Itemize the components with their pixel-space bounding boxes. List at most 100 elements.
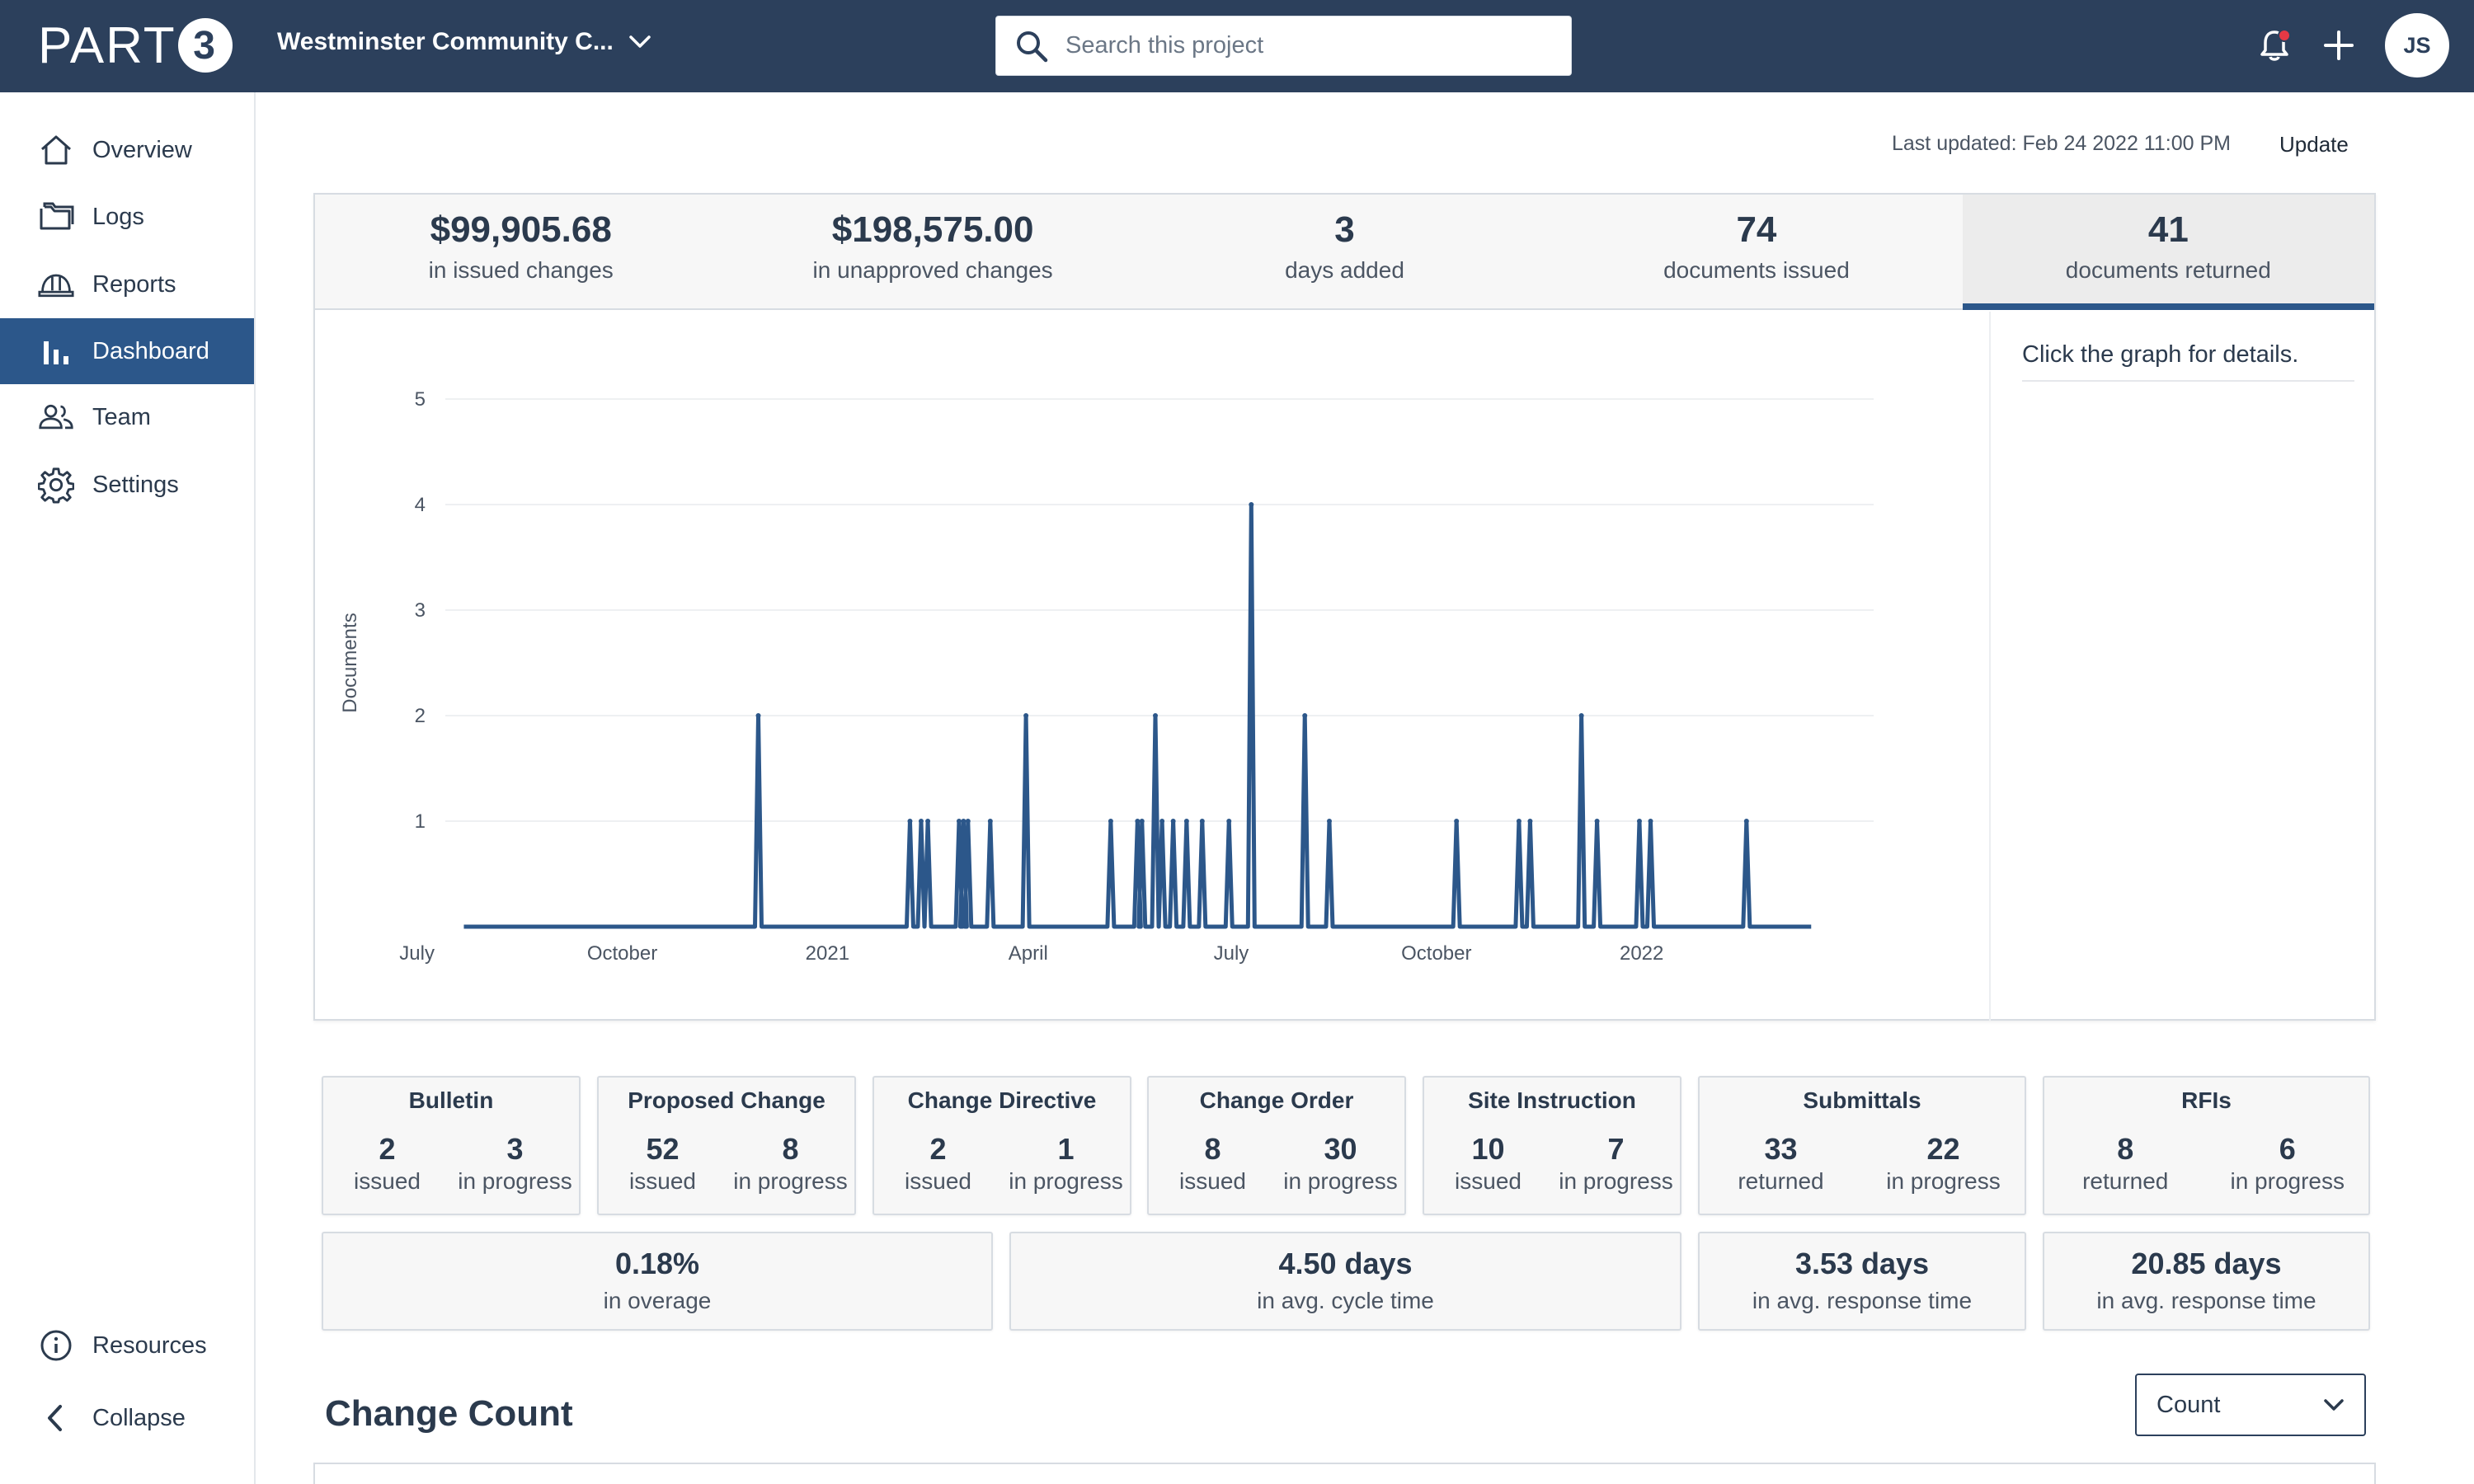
stat-card-site-instruction[interactable]: Site Instruction 10 issued 7 in progress bbox=[1423, 1076, 1681, 1215]
stat-card-change-order[interactable]: Change Order 8 issued 30 in progress bbox=[1147, 1076, 1406, 1215]
kpi-documents-issued[interactable]: 74 documents issued bbox=[1550, 195, 1962, 308]
cycle-time-card[interactable]: 4.50 days in avg. cycle time bbox=[1009, 1232, 1681, 1331]
sidebar: Overview Logs Reports Dashboard Team Set… bbox=[0, 92, 256, 1484]
data-point bbox=[1527, 819, 1533, 824]
kpi-value: 3 bbox=[1334, 209, 1355, 250]
kpi-unapproved-changes[interactable]: $198,575.00 in unapproved changes bbox=[727, 195, 1138, 308]
sidebar-item-label: Overview bbox=[92, 136, 192, 163]
card-title: Proposed Change bbox=[628, 1087, 825, 1113]
data-point bbox=[1153, 713, 1158, 718]
sidebar-item-settings[interactable]: Settings bbox=[0, 452, 254, 518]
sidebar-item-overview[interactable]: Overview bbox=[0, 117, 254, 183]
kpi-documents-returned[interactable]: 41 documents returned bbox=[1962, 195, 2375, 310]
section-title: Change Count bbox=[325, 1393, 573, 1434]
chart-svg[interactable]: 1 2 3 4 5 Documents July October 2021 April July Oc… bbox=[315, 312, 1964, 1019]
kpi-label: documents returned bbox=[2065, 257, 2271, 283]
kpi-tabs: $99,905.68 in issued changes $198,575.00… bbox=[315, 195, 2375, 310]
card-number: 8 bbox=[782, 1132, 799, 1166]
kpi-value: $99,905.68 bbox=[430, 209, 612, 250]
stat-card-bulletin[interactable]: Bulletin 2 issued 3 in progress bbox=[322, 1076, 581, 1215]
card-label: in progress bbox=[1009, 1168, 1123, 1194]
data-point bbox=[755, 713, 761, 718]
card-title: Submittals bbox=[1803, 1087, 1921, 1113]
data-point bbox=[1743, 819, 1749, 824]
card-label: issued bbox=[905, 1168, 971, 1194]
sidebar-item-resources[interactable]: Resources bbox=[0, 1313, 254, 1378]
avatar[interactable]: JS bbox=[2385, 13, 2449, 77]
kpi-issued-changes[interactable]: $99,905.68 in issued changes bbox=[315, 195, 727, 308]
data-point bbox=[1578, 713, 1584, 718]
data-point bbox=[1516, 819, 1522, 824]
card-label: in progress bbox=[733, 1168, 848, 1194]
documents-chart[interactable]: 1 2 3 4 5 Documents July October 2021 April July Oc… bbox=[315, 312, 1964, 1019]
card-label: issued bbox=[354, 1168, 421, 1194]
card-label: in progress bbox=[1886, 1168, 2001, 1194]
data-point bbox=[956, 819, 962, 824]
data-point bbox=[1226, 819, 1232, 824]
card-title: Change Order bbox=[1199, 1087, 1354, 1113]
search-input[interactable] bbox=[1065, 32, 1527, 59]
data-point bbox=[1023, 713, 1029, 718]
sidebar-item-reports[interactable]: Reports bbox=[0, 251, 254, 317]
card-number: 33 bbox=[1764, 1132, 1798, 1166]
card-label: in progress bbox=[458, 1168, 572, 1194]
sidebar-item-label: Dashboard bbox=[92, 337, 209, 364]
y-tick-label: 3 bbox=[415, 599, 426, 622]
overage-card[interactable]: 0.18% in overage bbox=[322, 1232, 993, 1331]
sidebar-item-team[interactable]: Team bbox=[0, 384, 254, 450]
stat-card-rfis[interactable]: RFIs 8 returned 6 in progress bbox=[2043, 1076, 2370, 1215]
sidebar-item-label: Team bbox=[92, 403, 151, 430]
plus-icon[interactable] bbox=[2322, 29, 2355, 62]
header-actions: JS bbox=[2256, 13, 2449, 77]
data-point bbox=[1326, 819, 1332, 824]
stat-card-change-directive[interactable]: Change Directive 2 issued 1 in progress bbox=[872, 1076, 1131, 1215]
project-selector[interactable]: Westminster Community C... bbox=[277, 28, 651, 56]
card-title: Change Directive bbox=[907, 1087, 1097, 1113]
kpi-label: in unapproved changes bbox=[812, 257, 1053, 283]
data-point bbox=[1594, 819, 1600, 824]
sidebar-item-collapse[interactable]: Collapse bbox=[0, 1385, 254, 1451]
card-title: RFIs bbox=[2181, 1087, 2232, 1113]
notifications-button[interactable] bbox=[2256, 27, 2293, 63]
card-number: 22 bbox=[1926, 1132, 1960, 1166]
submittals-response-card[interactable]: 3.53 days in avg. response time bbox=[1698, 1232, 2026, 1331]
data-point bbox=[1302, 713, 1308, 718]
stat-card-proposed-change[interactable]: Proposed Change 52 issued 8 in progress bbox=[597, 1076, 856, 1215]
stat-card-submittals[interactable]: Submittals 33 returned 22 in progress bbox=[1698, 1076, 2026, 1215]
chart-details-pane: Click the graph for details. bbox=[1989, 312, 2374, 1021]
select-value: Count bbox=[2157, 1391, 2221, 1418]
folder-icon bbox=[38, 199, 74, 235]
y-axis-label: Documents bbox=[339, 613, 361, 712]
card-label: issued bbox=[1179, 1168, 1246, 1194]
card-number: 30 bbox=[1324, 1132, 1357, 1166]
chevron-left-icon bbox=[38, 1400, 74, 1436]
card-number: 1 bbox=[1057, 1132, 1075, 1166]
app-logo[interactable]: PART 3 bbox=[38, 16, 233, 74]
y-tick-label: 4 bbox=[415, 494, 426, 516]
sidebar-item-dashboard[interactable]: Dashboard bbox=[0, 318, 254, 384]
update-button[interactable]: Update bbox=[2279, 132, 2349, 157]
data-point bbox=[961, 819, 967, 824]
card-number: 3 bbox=[506, 1132, 524, 1166]
change-count-panel bbox=[313, 1463, 2376, 1484]
metric-select[interactable]: Count bbox=[2135, 1374, 2366, 1436]
kpi-days-added[interactable]: 3 days added bbox=[1139, 195, 1550, 308]
sidebar-item-logs[interactable]: Logs bbox=[0, 184, 254, 250]
people-icon bbox=[38, 399, 74, 435]
card-number: 2 bbox=[929, 1132, 947, 1166]
card-number: 20.85 days bbox=[2131, 1247, 2282, 1280]
sidebar-item-label: Reports bbox=[92, 270, 176, 298]
card-title: Bulletin bbox=[408, 1087, 494, 1113]
kpi-label: in issued changes bbox=[428, 257, 614, 283]
dashboard-panel: $99,905.68 in issued changes $198,575.00… bbox=[313, 193, 2376, 1021]
rfis-response-card[interactable]: 20.85 days in avg. response time bbox=[2043, 1232, 2370, 1331]
card-number: 4.50 days bbox=[1278, 1247, 1413, 1280]
sidebar-item-label: Logs bbox=[92, 203, 144, 230]
search-box[interactable] bbox=[995, 16, 1572, 76]
card-number: 8 bbox=[1204, 1132, 1221, 1166]
info-icon bbox=[38, 1327, 74, 1364]
data-point bbox=[918, 819, 924, 824]
card-label: in progress bbox=[2230, 1168, 2345, 1194]
data-point bbox=[965, 819, 971, 824]
